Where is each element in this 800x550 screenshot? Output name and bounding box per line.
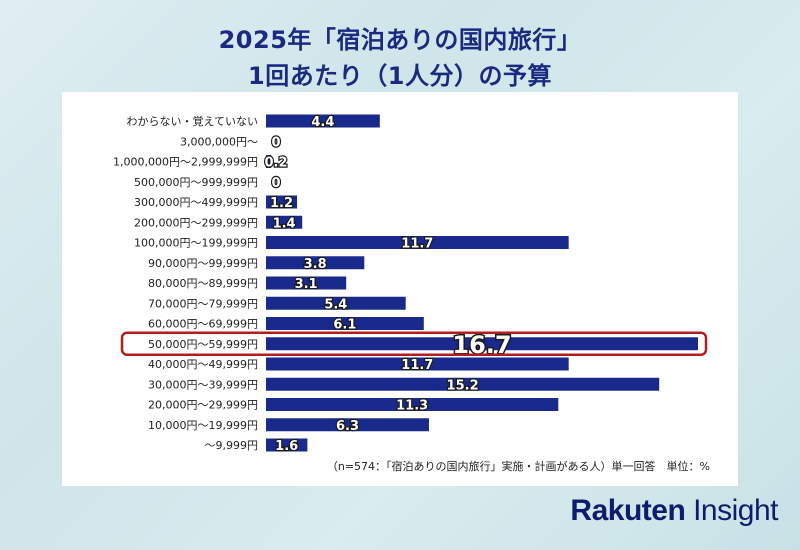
value-label: 1.6: [275, 439, 298, 454]
category-label: わからない・覚えていない: [127, 115, 258, 128]
bar: [266, 377, 660, 391]
value-label: 0: [271, 135, 280, 150]
footnote: （n=574：「宿泊ありの国内旅行」実施・計画がある人）単一回答 単位：%: [326, 460, 710, 473]
bar-chart: わからない・覚えていない 4.4 3,000,000円～ 0 1,000,000円～2,…: [113, 114, 708, 455]
value-label: 0: [271, 176, 280, 191]
category-label: 40,000円～49,999円: [148, 358, 258, 371]
bar: [266, 296, 406, 310]
category-label: 70,000円～79,999円: [148, 297, 258, 310]
value-label: 3.1: [295, 277, 318, 292]
category-label: 80,000円～89,999円: [148, 277, 258, 290]
value-label: 11.7: [401, 237, 433, 252]
value-label: 6.3: [336, 419, 359, 434]
category-label: 90,000円～99,999円: [148, 257, 258, 270]
category-label: 300,000円～499,999円: [134, 196, 258, 209]
chart-title-line1: 2025年「宿泊ありの国内旅行」: [218, 26, 582, 54]
bar: [266, 357, 569, 371]
category-label: 1,000,000円～2,999,999円: [113, 156, 258, 169]
bar: [266, 236, 569, 249]
bar: [266, 438, 308, 452]
category-label: 20,000円～29,999円: [148, 399, 258, 412]
category-label: 60,000円～69,999円: [148, 318, 258, 331]
category-label: 10,000円～19,999円: [148, 419, 258, 432]
value-label: 15.2: [447, 378, 479, 393]
chart-panel: わからない・覚えていない 4.4 3,000,000円～ 0 1,000,000円～2,…: [62, 92, 738, 486]
bar: [266, 418, 429, 432]
category-label: 3,000,000円～: [180, 135, 258, 148]
bar: [266, 195, 298, 209]
bar: [266, 398, 559, 411]
category-label: 50,000円～59,999円: [148, 338, 258, 351]
bar: [266, 337, 698, 351]
value-label: 11.7: [401, 358, 433, 373]
category-label: 30,000円～39,999円: [148, 378, 258, 391]
highlight-frame: [120, 331, 708, 356]
category-label: ～9,999円: [205, 439, 259, 452]
value-label: 1.2: [270, 196, 293, 211]
bar: [266, 317, 424, 330]
brand-part2: Insight: [685, 494, 778, 527]
brand-part1: Rakuten: [570, 494, 686, 527]
value-label: 6.1: [333, 318, 356, 333]
category-label: 100,000円～199,999円: [134, 237, 258, 250]
value-label: 1.4: [273, 216, 296, 231]
bar: [266, 215, 303, 229]
category-label: 200,000円～299,999円: [134, 216, 258, 229]
chart-title-line2: 1回あたり（1人分）の予算: [248, 62, 552, 90]
value-label: 11.3: [396, 399, 428, 414]
value-label: 3.8: [304, 257, 327, 272]
bar: [266, 276, 347, 290]
bar: [266, 114, 380, 128]
rakuten-insight-logo: Rakuten Insight: [570, 494, 778, 528]
value-label: 0.2: [264, 156, 287, 171]
category-label: 500,000円～999,999円: [134, 176, 258, 189]
value-label: 5.4: [324, 297, 347, 312]
bar: [266, 256, 365, 270]
bar: [266, 155, 272, 168]
value-label: 4.4: [311, 115, 334, 130]
